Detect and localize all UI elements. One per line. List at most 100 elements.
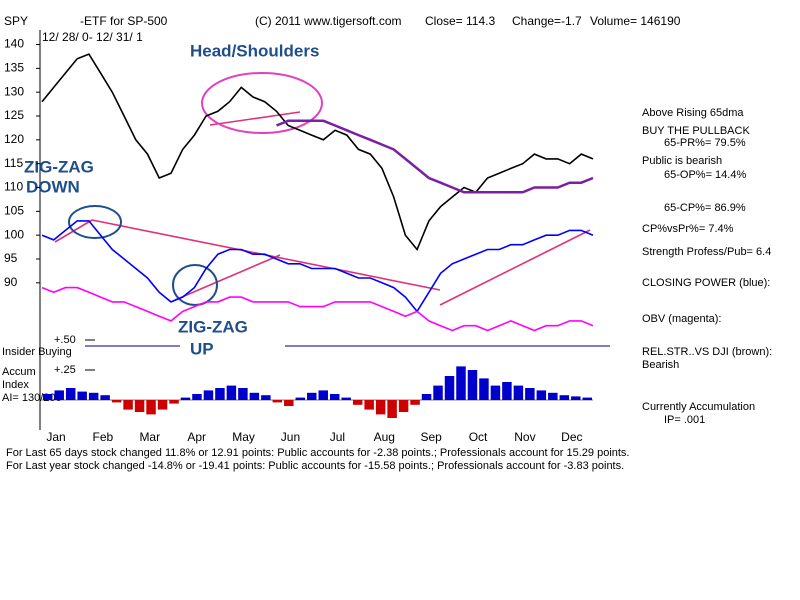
bar — [444, 376, 455, 400]
x-tick-label: Dec — [561, 430, 582, 444]
bar — [410, 400, 420, 405]
side-note: BUY THE PULLBACK — [642, 125, 750, 137]
y-tick-label: 115 — [4, 156, 23, 170]
copyright: (C) 2011 www.tigersoft.com — [255, 14, 402, 28]
bar — [284, 400, 294, 406]
x-tick-label: Nov — [514, 430, 535, 444]
x-tick-label: Apr — [187, 430, 206, 444]
hs-circle — [201, 72, 323, 134]
bar — [134, 400, 145, 412]
dates: 12/ 28/ 0- 12/ 31/ 1 — [42, 30, 143, 44]
x-tick-label: Mar — [139, 430, 160, 444]
y-tick-label: +.50 — [54, 334, 76, 346]
bar — [54, 390, 64, 400]
bar — [77, 391, 87, 400]
bar — [479, 378, 489, 400]
y-tick-label: 95 — [4, 251, 18, 265]
side-note: CP%vsPr%= 7.4% — [642, 223, 734, 235]
bar — [249, 392, 260, 400]
bar — [261, 395, 271, 400]
trendlines — [54, 111, 591, 306]
bar — [169, 400, 179, 404]
side-note: Bearish — [642, 359, 679, 371]
y-tick-label: +.25 — [54, 364, 76, 376]
annotation: ZIG-ZAG — [178, 317, 248, 336]
bar — [295, 397, 306, 400]
bar — [203, 390, 214, 400]
side-note: IP= .001 — [664, 414, 705, 426]
side-note: 65-OP%= 14.4% — [664, 169, 746, 181]
side-note: 65-CP%= 86.9% — [664, 202, 746, 214]
series-line — [276, 119, 594, 194]
side-note: Currently Accumulation — [642, 401, 755, 413]
bar — [180, 397, 191, 400]
bar — [548, 392, 558, 400]
bar — [398, 400, 409, 412]
y-tick-label: 90 — [4, 275, 18, 289]
bar — [146, 400, 156, 415]
volume: Volume= 146190 — [590, 14, 681, 28]
footer: For Last 65 days stock changed 11.8% or … — [6, 447, 630, 459]
change: Change=-1.7 — [512, 14, 582, 28]
bar — [571, 396, 581, 400]
bar — [375, 400, 386, 415]
y-tick-label: 135 — [4, 61, 24, 75]
bar — [111, 400, 122, 403]
close: Close= 114.3 — [425, 14, 495, 28]
y-tick-label: 140 — [4, 37, 24, 51]
side-note: CLOSING POWER (blue): — [642, 277, 770, 289]
bar — [272, 400, 283, 403]
series-line — [41, 286, 594, 332]
panel-label: AI= 130/200 — [2, 392, 62, 404]
bar — [157, 400, 168, 410]
zz-circle — [172, 264, 218, 306]
side-note: REL.STR..VS DJI (brown): — [642, 346, 772, 358]
bar — [467, 370, 478, 400]
y-tick-label: 130 — [4, 84, 24, 98]
y-tick-label: 100 — [4, 227, 24, 241]
annotation: ZIG-ZAG — [24, 157, 94, 176]
symbol: SPY — [4, 14, 28, 28]
bar — [352, 400, 363, 405]
bar — [88, 392, 99, 400]
bar — [513, 385, 524, 400]
y-tick-label: 105 — [4, 204, 24, 218]
x-tick-label: Sep — [420, 430, 442, 444]
panel-label: Insider Buying — [2, 346, 72, 358]
x-tick-label: Jul — [330, 430, 345, 444]
name: -ETF for SP-500 — [80, 14, 168, 28]
bar — [364, 400, 374, 410]
bar — [43, 394, 53, 400]
panel-label: Index — [2, 379, 29, 391]
bar — [329, 394, 340, 400]
bar — [192, 394, 202, 400]
side-note: 65-PR%= 79.5% — [664, 137, 746, 149]
bar — [456, 366, 466, 400]
bar — [215, 388, 225, 400]
side-note: Public is bearish — [642, 155, 722, 167]
bar — [433, 385, 443, 400]
bar — [307, 392, 317, 400]
y-tick-label: 110 — [4, 180, 23, 194]
bar — [65, 388, 76, 400]
side-note: Above Rising 65dma — [642, 107, 744, 119]
bar — [536, 390, 547, 400]
footer: For Last year stock changed -14.8% or -1… — [6, 460, 624, 472]
bar — [421, 394, 432, 400]
bar — [502, 382, 512, 400]
bar — [100, 395, 110, 400]
bar — [582, 397, 592, 400]
annotation: UP — [190, 339, 214, 358]
side-note: Strength Profess/Pub= 6.4 — [642, 246, 771, 258]
annotation: Head/Shoulders — [190, 41, 319, 60]
bar — [490, 385, 501, 400]
series-line — [41, 53, 594, 252]
annotation: DOWN — [26, 177, 80, 196]
bar — [238, 388, 248, 400]
side-note: OBV (magenta): — [642, 313, 721, 325]
bar — [318, 390, 328, 400]
y-tick-label: 125 — [4, 108, 24, 122]
bar — [341, 397, 351, 400]
bar — [123, 400, 133, 410]
